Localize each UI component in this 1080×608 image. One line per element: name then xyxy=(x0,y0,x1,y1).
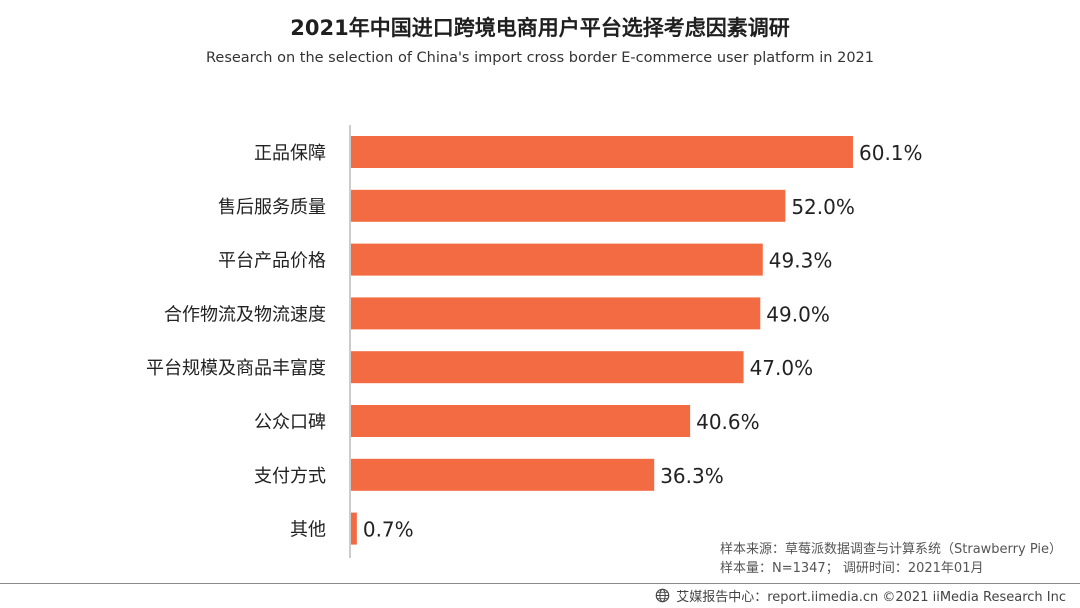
category-label: 正品保障 xyxy=(254,143,326,164)
bar xyxy=(351,405,691,437)
source-note: 样本来源：草莓派数据调查与计算系统（Strawberry Pie） 样本量：N=… xyxy=(720,540,1062,578)
chart-subtitle: Research on the selection of China's imp… xyxy=(205,50,875,66)
category-label: 公众口碑 xyxy=(254,412,326,433)
category-label: 售后服务质量 xyxy=(218,197,326,218)
chart-title: 2021年中国进口跨境电商用户平台选择考虑因素调研 xyxy=(290,16,790,40)
data-label: 49.0% xyxy=(766,302,830,326)
footer: 艾媒报告中心：report.iimedia.cn ©2021 iiMedia R… xyxy=(655,585,1066,605)
source-line-1: 样本来源：草莓派数据调查与计算系统（Strawberry Pie） xyxy=(720,542,1062,557)
bar xyxy=(351,512,357,545)
bar xyxy=(351,297,761,330)
bar xyxy=(351,458,655,491)
source-line-2: 样本量：N=1347； 调研时间：2021年01月 xyxy=(720,561,984,576)
data-label: 0.7% xyxy=(363,518,414,542)
bar xyxy=(351,243,763,276)
bar xyxy=(351,136,853,168)
data-label: 52.0% xyxy=(791,195,855,219)
data-label: 40.6% xyxy=(696,410,760,434)
category-label: 其他 xyxy=(290,520,326,541)
data-label: 49.3% xyxy=(769,249,833,273)
globe-icon xyxy=(655,588,670,602)
data-label: 36.3% xyxy=(660,464,724,488)
bar-chart: 正品保障 60.1% 售后服务质量 52.0% 平台产品价格 49.3% 合作物流及物流速度… xyxy=(146,125,923,558)
bar xyxy=(351,189,786,222)
category-label: 平台规模及商品丰富度 xyxy=(146,358,326,379)
category-label: 合作物流及物流速度 xyxy=(164,304,326,325)
category-label: 支付方式 xyxy=(254,466,326,487)
category-label: 平台产品价格 xyxy=(218,251,326,272)
data-label: 60.1% xyxy=(859,141,923,165)
footer-text: 艾媒报告中心：report.iimedia.cn ©2021 iiMedia R… xyxy=(676,589,1066,605)
footer-divider xyxy=(0,583,1080,584)
data-label: 47.0% xyxy=(750,356,814,380)
bar xyxy=(351,351,744,384)
